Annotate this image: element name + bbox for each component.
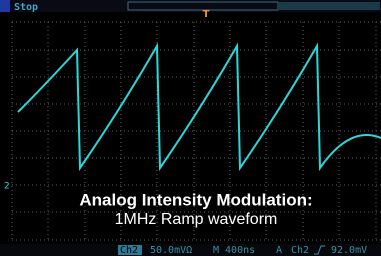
readout-channel: Ch2 [120,245,138,256]
readout-scale: 50.0mVΩ [150,245,192,256]
caption-title: Analog Intensity Modulation: [79,190,312,209]
readout-mode: A [276,245,282,256]
readout-trigger-level: 92.0mV [331,245,367,256]
channel-marker: 2 [4,182,10,192]
readout-trigger-channel: Ch2 [291,245,309,256]
record-fill [278,2,380,10]
scope-screen: Stop T 2 Analog Intensity Modulation: 1M… [0,0,381,256]
run-indicator [0,0,10,12]
status: Stop [14,2,38,13]
caption-subtitle: 1MHz Ramp waveform [115,211,278,228]
readout-timebase: M 400ns [213,245,255,256]
trigger-marker: T [203,9,210,20]
